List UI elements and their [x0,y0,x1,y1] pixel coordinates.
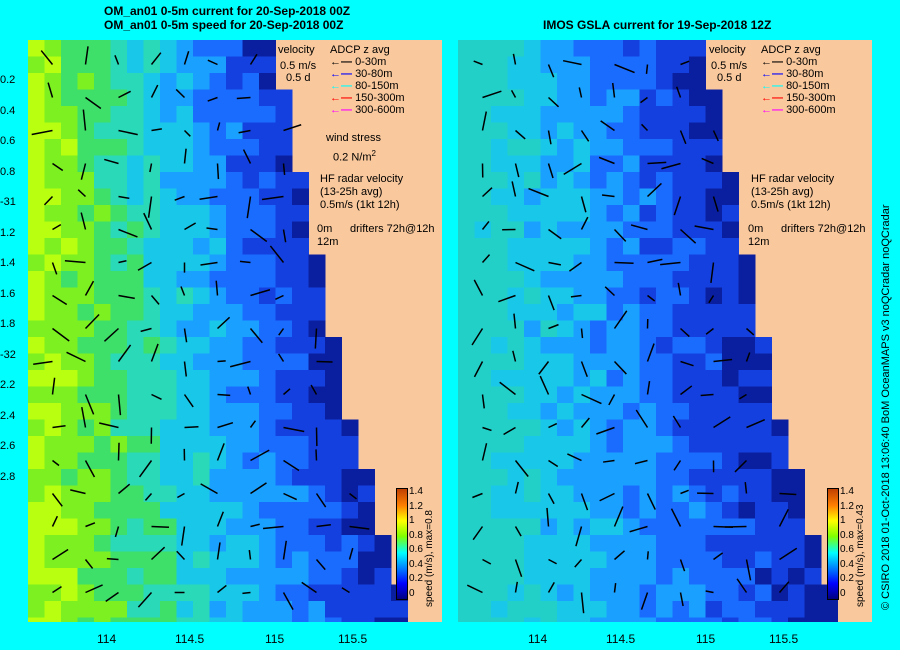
right-legend-hf-avg: (13-25h avg) [751,186,814,198]
y-tick-5: 1.2 [0,226,16,239]
left-legend-wind: wind stress [326,132,382,144]
left-legend-hf-avg: (13-25h avg) [320,186,383,198]
colorbar-tick-1: 1.2 [840,500,854,512]
right-legend-hf-scale: 0.5m/s (1kt 12h) [751,199,831,211]
right-colorbar [827,488,839,600]
y-tick-4: -31 [0,196,16,208]
right-legend-drifter-0m: 0m [748,223,764,235]
colorbar-tick-7: 0 [840,587,846,599]
left-title-1: OM_an01 0-5m current for 20-Sep-2018 00Z [104,4,351,18]
left-legend-hf-scale: 0.5m/s (1kt 12h) [320,199,400,211]
right-map [458,40,872,622]
right-legend-hf-title: HF radar velocity [751,173,835,185]
colorbar-tick-2: 1 [409,515,415,526]
right-x-tick-114: 114 [528,632,548,646]
colorbar-tick-3: 0.8 [409,529,423,541]
y-tick-8: 1.8 [0,318,16,330]
left-legend-velocity: velocity [278,44,315,56]
left-legend-velocity-time: 0.5 d [286,72,311,84]
left-x-tick-115: 115 [265,632,285,646]
adcp-item-3: ←— 150-300m [761,92,836,104]
y-tick-10: 2.2 [0,379,16,391]
left-map [28,40,442,622]
right-legend-drifter-12m: 12m [748,236,770,248]
y-tick-3: 0.8 [0,165,16,178]
left-legend-hf-title: HF radar velocity [320,173,404,185]
adcp-item-4: ←— 300-600m [330,104,405,116]
left-speed-field [28,40,408,622]
adcp-item-1: ←— 30-80m [761,68,824,80]
y-tick-1: 0.4 [0,104,16,117]
right-x-tick-114.5: 114.5 [606,632,636,646]
colorbar-tick-6: 0.2 [409,573,423,584]
left-legend-velocity-scale: 0.5 m/s [280,60,317,72]
y-tick-12: 2.6 [0,440,16,452]
right-legend-velocity: velocity [709,44,746,56]
right-legend-drifter: drifters 72h@12h [781,223,866,235]
y-tick-11: 2.4 [0,409,16,422]
colorbar-tick-0: 1.4 [840,486,854,497]
right-speed-field [458,40,838,622]
adcp-item-1: ←— 30-80m [330,68,393,80]
left-x-tick-115.5: 115.5 [338,632,368,646]
y-tick-6: 1.4 [0,257,16,269]
right-x-tick-115.5: 115.5 [769,632,799,646]
right-legend-velocity-scale: 0.5 m/s [711,60,748,72]
left-legend-drifter-12m: 12m [317,236,339,248]
colorbar-tick-5: 0.4 [409,558,423,570]
colorbar-tick-6: 0.2 [840,573,854,584]
left-legend-drifter-0m: 0m [317,223,333,235]
left-x-tick-114: 114 [97,632,117,646]
adcp-item-2: ←— 80-150m [761,80,830,92]
left-legend-drifter: drifters 72h@12h [350,223,435,235]
colorbar-tick-4: 0.6 [409,544,423,555]
adcp-item-0: ←— 0-30m [761,56,818,68]
y-tick-0: 0.2 [0,74,16,86]
adcp-item-0: ←— 0-30m [330,56,387,68]
y-tick-9: -32 [0,348,16,361]
left-legend-adcp-title: ADCP z avg [330,44,390,56]
colorbar-tick-7: 0 [409,587,415,599]
left-colorbar-label: speed (m/s), max=0.8 [424,510,435,607]
left-x-tick-114.5: 114.5 [175,632,205,646]
left-title-2: OM_an01 0-5m speed for 20-Sep-2018 00Z [104,18,344,32]
adcp-item-4: ←— 300-600m [761,104,836,116]
right-colorbar-label: speed (m/s), max=0.43 [855,504,866,607]
colorbar-tick-4: 0.6 [840,544,854,555]
right-legend-velocity-time: 0.5 d [717,72,742,84]
colorbar-tick-3: 0.8 [840,529,854,541]
colorbar-tick-5: 0.4 [840,558,854,570]
y-tick-7: 1.6 [0,287,16,300]
colorbar-tick-0: 1.4 [409,486,423,497]
y-tick-2: 0.6 [0,135,16,147]
right-x-tick-115: 115 [696,632,716,646]
y-tick-13: 2.8 [0,470,16,483]
colorbar-tick-2: 1 [840,515,846,526]
left-legend-wind-scale: 0.2 N/m2 [333,149,376,164]
adcp-item-2: ←— 80-150m [330,80,399,92]
colorbar-tick-1: 1.2 [409,500,423,512]
adcp-item-3: ←— 150-300m [330,92,405,104]
left-colorbar [396,488,408,600]
right-title-1: IMOS GSLA current for 19-Sep-2018 12Z [543,18,772,32]
right-legend-adcp-title: ADCP z avg [761,44,821,56]
credit-text: © CSIRO 2018 01-Oct-2018 13:06:40 BoM Oc… [880,204,892,610]
